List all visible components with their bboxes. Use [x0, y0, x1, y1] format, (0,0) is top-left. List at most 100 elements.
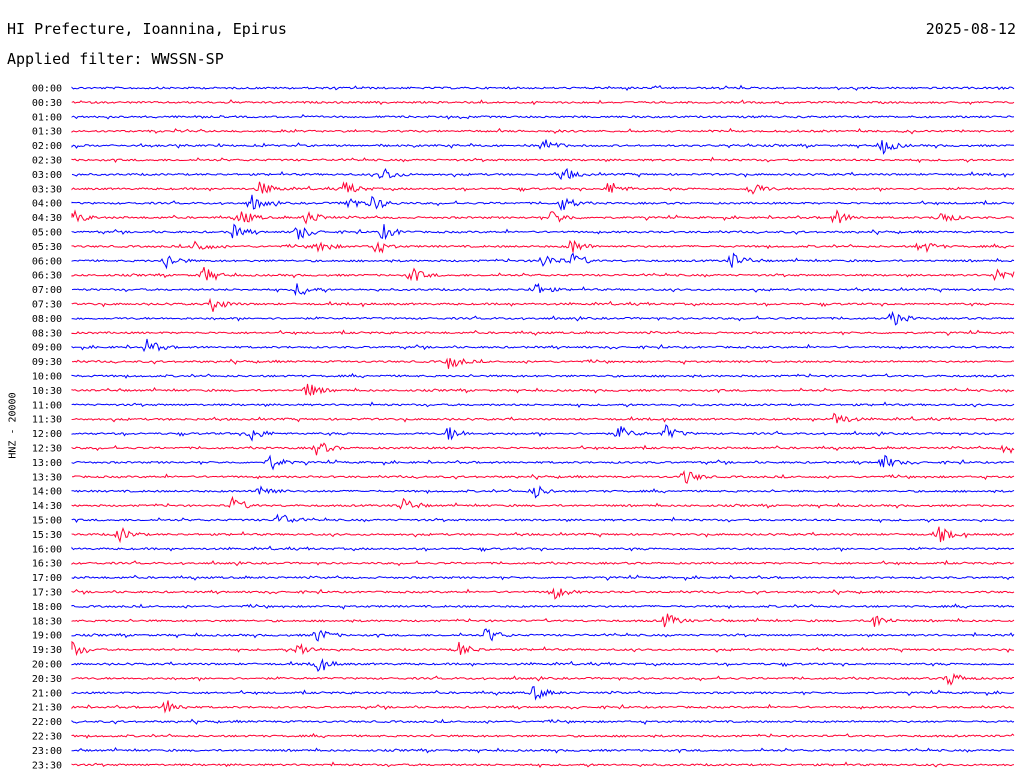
trace-time-label: 00:30 — [32, 98, 62, 109]
trace-time-label: 13:30 — [32, 472, 62, 483]
trace-time-label: 17:00 — [32, 573, 62, 584]
seismic-trace — [71, 545, 1015, 553]
seismic-trace — [71, 252, 1015, 270]
seismic-trace — [71, 559, 1015, 567]
trace-time-label: 01:30 — [32, 127, 62, 138]
trace-time-label: 18:30 — [32, 616, 62, 627]
seismic-trace — [71, 114, 1015, 120]
seismic-trace — [71, 310, 1015, 326]
trace-time-label: 08:30 — [32, 328, 62, 339]
seismic-trace — [71, 747, 1015, 754]
seismic-trace — [71, 587, 1015, 600]
trace-time-label: 13:00 — [32, 458, 62, 469]
seismic-trace — [71, 156, 1015, 164]
seismic-trace — [71, 628, 1015, 642]
seismic-trace — [71, 181, 1015, 195]
trace-time-label: 07:00 — [32, 285, 62, 296]
trace-time-label: 21:00 — [32, 688, 62, 699]
trace-time-label: 10:30 — [32, 386, 62, 397]
trace-time-label: 11:00 — [32, 400, 62, 411]
seismic-trace — [71, 139, 1015, 155]
trace-time-label: 01:00 — [32, 112, 62, 123]
seismic-trace — [71, 603, 1015, 610]
seismic-trace — [71, 658, 1015, 673]
seismic-trace — [71, 401, 1015, 408]
seismic-trace — [71, 194, 1015, 212]
seismic-trace — [71, 424, 1015, 442]
seismic-trace — [71, 574, 1015, 581]
trace-time-label: 04:00 — [32, 199, 62, 210]
trace-time-label: 19:30 — [32, 645, 62, 656]
trace-time-label: 15:30 — [32, 530, 62, 541]
seismic-trace — [71, 412, 1015, 424]
seismic-trace — [71, 685, 1015, 701]
trace-time-label: 11:30 — [32, 415, 62, 426]
trace-time-label: 16:30 — [32, 559, 62, 570]
trace-time-label: 09:30 — [32, 357, 62, 368]
trace-time-label: 02:30 — [32, 156, 62, 167]
seismic-trace — [71, 454, 1015, 471]
seismic-trace — [71, 282, 1015, 297]
seismic-trace — [71, 127, 1015, 135]
seismic-trace — [71, 718, 1015, 725]
trace-time-label: 12:30 — [32, 444, 62, 455]
trace-time-label: 03:30 — [32, 184, 62, 195]
trace-time-label: 21:30 — [32, 703, 62, 714]
trace-time-label: 04:30 — [32, 213, 62, 224]
trace-time-label: 06:00 — [32, 256, 62, 267]
trace-time-label: 10:00 — [32, 372, 62, 383]
trace-time-label: 20:00 — [32, 660, 62, 671]
seismic-trace — [71, 383, 1015, 397]
seismic-trace — [71, 485, 1015, 499]
seismic-trace — [71, 613, 1015, 628]
seismic-trace — [71, 357, 1015, 369]
seismic-trace — [71, 672, 1014, 686]
trace-time-label: 23:00 — [32, 746, 62, 757]
seismic-trace — [71, 266, 1015, 282]
trace-time-label: 08:00 — [32, 314, 62, 325]
seismic-trace — [71, 167, 1015, 181]
trace-time-label: 05:30 — [32, 242, 62, 253]
seismic-trace — [71, 732, 1015, 739]
seismic-trace — [71, 761, 1015, 768]
seismic-trace — [71, 99, 1015, 106]
trace-time-label: 15:00 — [32, 516, 62, 527]
trace-time-label: 02:00 — [32, 141, 62, 152]
seismic-trace — [71, 640, 1015, 657]
trace-time-label: 03:00 — [32, 170, 62, 181]
date-label: 2025-08-12 — [925, 20, 1016, 38]
trace-time-label: 20:30 — [32, 674, 62, 685]
trace-time-label: 22:00 — [32, 717, 62, 728]
seismic-trace — [71, 442, 1015, 456]
seismic-trace — [71, 469, 1015, 485]
seismic-trace — [71, 513, 1015, 524]
seismic-trace — [71, 526, 1015, 544]
trace-time-label: 22:30 — [32, 732, 62, 743]
trace-time-label: 12:00 — [32, 429, 62, 440]
seismic-trace — [71, 223, 1015, 241]
seismic-trace — [71, 209, 1015, 225]
trace-time-label: 18:00 — [32, 602, 62, 613]
seismic-trace — [71, 84, 1015, 92]
trace-time-label: 17:30 — [32, 588, 62, 599]
seismic-trace — [71, 700, 1015, 714]
trace-time-label: 06:30 — [32, 271, 62, 282]
seismic-trace — [71, 297, 1015, 312]
seismic-trace — [71, 372, 1015, 379]
seismic-trace — [71, 239, 1015, 254]
filter-label: Applied filter: WWSSN-SP — [7, 50, 224, 68]
trace-time-label: 07:30 — [32, 300, 62, 311]
seismic-trace — [71, 338, 1015, 353]
trace-time-label: 05:00 — [32, 228, 62, 239]
seismic-trace — [71, 495, 1015, 510]
trace-time-label: 00:00 — [32, 84, 62, 95]
trace-time-label: 14:00 — [32, 487, 62, 498]
trace-time-label: 14:30 — [32, 501, 62, 512]
trace-time-label: 16:00 — [32, 544, 62, 555]
trace-time-label: 19:00 — [32, 631, 62, 642]
trace-time-label: 23:30 — [32, 760, 62, 771]
station-title: HI Prefecture, Ioannina, Epirus — [7, 20, 287, 38]
seismic-trace — [71, 329, 1015, 337]
trace-time-label: 09:00 — [32, 343, 62, 354]
